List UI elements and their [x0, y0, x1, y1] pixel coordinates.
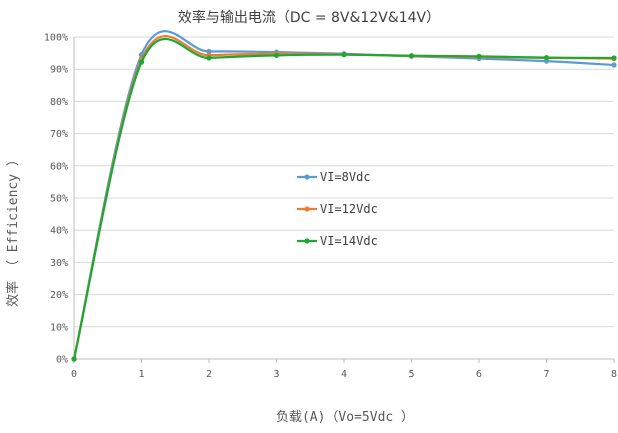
legend: VI=8Vdc VI=12Vdc VI=14Vdc — [297, 170, 378, 248]
y-tick-label: 70% — [50, 129, 68, 140]
y-tick-label: 100% — [44, 33, 68, 44]
data-point — [206, 55, 212, 61]
y-tick-label: 90% — [50, 65, 68, 76]
legend-item: VI=8Vdc — [297, 170, 371, 184]
axis-layer: 0% 10% 20% 30% 40% 50% 60% 70% 80% 90% 100% 0 1 2 3 4 5 6… — [44, 33, 617, 381]
y-tick-label: 80% — [50, 97, 68, 108]
grid-layer — [74, 36, 614, 328]
data-point — [611, 62, 617, 68]
x-tick-label: 4 — [341, 369, 347, 380]
y-tick-label: 10% — [50, 322, 68, 333]
data-point — [408, 53, 415, 59]
x-tick-label: 7 — [543, 369, 549, 380]
y-axis-title: 效率 （ Efficiency ） — [5, 153, 21, 307]
legend-label: VI=14Vdc — [320, 234, 378, 248]
x-tick-label: 5 — [408, 369, 414, 380]
series-line — [72, 30, 615, 360]
x-tick-label: 3 — [273, 369, 279, 380]
x-tick-label: 1 — [138, 369, 144, 380]
x-tick-label: 6 — [476, 369, 482, 380]
data-point — [206, 48, 212, 55]
y-tick-label: 0% — [56, 355, 68, 366]
series-line — [72, 37, 615, 360]
legend-item: VI=14Vdc — [297, 234, 378, 248]
data-point — [273, 52, 280, 58]
y-tick-label: 60% — [50, 161, 68, 172]
data-point — [138, 59, 145, 65]
x-tick-label: 8 — [611, 369, 617, 380]
legend-marker — [304, 206, 310, 212]
y-tick-label: 40% — [50, 226, 68, 237]
y-tick-label: 30% — [50, 258, 68, 269]
legend-marker — [304, 238, 310, 244]
data-point — [476, 53, 482, 59]
series-3 — [71, 37, 617, 362]
data-point — [71, 356, 77, 362]
legend-label: VI=12Vdc — [320, 202, 378, 216]
x-axis-title: 负载(A)（Vo=5Vdc ） — [276, 410, 414, 425]
data-point — [611, 55, 617, 61]
series-2 — [71, 35, 617, 362]
series-1 — [71, 30, 617, 362]
data-point — [543, 55, 550, 61]
legend-item: VI=12Vdc — [297, 202, 378, 216]
x-tick-label: 0 — [71, 369, 77, 380]
legend-label: VI=8Vdc — [320, 170, 371, 184]
y-tick-label: 50% — [50, 194, 68, 205]
legend-marker — [304, 174, 310, 180]
y-tick-label: 20% — [50, 290, 68, 301]
data-point — [341, 52, 347, 58]
chart-title: 效率与输出电流（DC = 8V&12V&14V） — [178, 9, 440, 26]
series-layer — [71, 30, 617, 362]
x-tick-label: 2 — [206, 369, 212, 380]
